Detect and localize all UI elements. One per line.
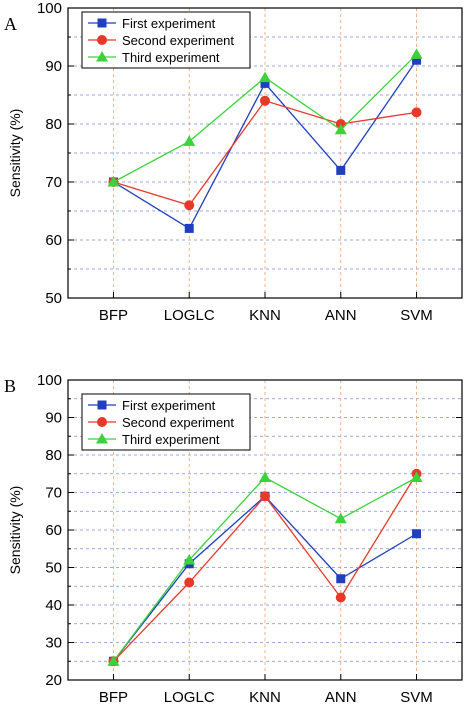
data-point	[335, 592, 346, 603]
panel-label: A	[4, 14, 17, 34]
x-tick-label: LOGLC	[164, 689, 215, 706]
data-point	[259, 471, 271, 482]
y-tick-label: 60	[45, 232, 62, 249]
legend-label: Third experiment	[122, 432, 220, 447]
data-point	[412, 529, 422, 539]
legend: First experiment Second experiment Third e…	[81, 393, 251, 451]
data-point	[183, 135, 196, 146]
data-point	[107, 655, 120, 666]
y-tick-label: 40	[45, 597, 62, 614]
legend-label: First experiment	[122, 398, 216, 413]
data-point	[410, 471, 423, 482]
x-tick-label: ANN	[325, 307, 357, 324]
y-tick-label: 50	[45, 290, 62, 307]
data-point	[410, 48, 423, 59]
legend-marker	[97, 400, 107, 410]
y-tick-label: 20	[45, 672, 62, 689]
y-tick-label: 60	[45, 522, 62, 539]
legend-label: Third experiment	[122, 50, 220, 65]
legend-marker	[97, 417, 107, 427]
data-point	[184, 223, 194, 233]
data-point	[184, 577, 195, 588]
legend-label: First experiment	[122, 16, 216, 31]
y-tick-label: 50	[45, 560, 62, 577]
x-tick-label: SVM	[400, 307, 433, 324]
y-tick-label: 80	[45, 447, 62, 464]
data-point	[183, 554, 196, 565]
x-tick-label: KNN	[249, 689, 281, 706]
x-tick-label: ANN	[325, 689, 357, 706]
y-tick-label: 90	[45, 58, 62, 75]
legend-label: Second experiment	[122, 415, 234, 430]
data-point	[334, 123, 347, 135]
legend-marker	[97, 35, 107, 45]
legend-marker	[97, 18, 107, 28]
chart-panel-b: B 20 30 40 50 60 70 80 90 100 BFP LOGLC KNN ANN SVM Sen…	[4, 372, 463, 706]
series-3	[107, 48, 423, 187]
y-tick-label: 100	[37, 372, 62, 389]
data-point	[259, 71, 271, 83]
data-point	[184, 200, 195, 211]
y-tick-label: 70	[45, 174, 62, 191]
data-point	[260, 78, 270, 88]
legend-item: First experiment	[88, 16, 216, 31]
x-tick-label: SVM	[400, 689, 433, 706]
chart-panel-a: A 50 60 70 80 90 100 BFP LOGLC KNN ANN SVM Sensitivi…	[4, 0, 463, 324]
data-point	[411, 107, 422, 118]
legend-item: Second experiment	[88, 33, 234, 48]
legend-marker	[96, 433, 108, 444]
y-tick-label: 100	[37, 0, 62, 17]
y-tick-label: 70	[45, 485, 62, 502]
data-point	[260, 491, 270, 502]
legend-item: Second experiment	[88, 415, 234, 430]
legend-item: First experiment	[88, 398, 216, 413]
y-tick-label: 90	[45, 410, 62, 427]
data-point	[412, 55, 422, 65]
x-tick-label: KNN	[249, 307, 281, 324]
data-point	[336, 165, 346, 175]
panel-label: B	[4, 376, 16, 396]
x-tick-label: LOGLC	[164, 307, 215, 324]
y-tick-label: 30	[45, 635, 62, 652]
legend-label: Second experiment	[122, 33, 234, 48]
data-point	[336, 574, 346, 584]
y-axis-title: Sensitivity (%)	[7, 486, 23, 575]
x-tick-label: BFP	[99, 307, 128, 324]
data-point	[107, 176, 120, 187]
x-tick-label: BFP	[99, 689, 128, 706]
legend-item: Third experiment	[88, 432, 220, 447]
data-point	[334, 512, 347, 524]
legend-item: Third experiment	[88, 50, 220, 65]
legend-marker	[96, 51, 108, 62]
legend: First experiment Second experiment Third e…	[81, 11, 251, 69]
data-point	[260, 95, 270, 106]
y-axis-title: Sensitivity (%)	[7, 109, 23, 198]
y-tick-label: 80	[45, 116, 62, 133]
series-3	[107, 471, 423, 666]
